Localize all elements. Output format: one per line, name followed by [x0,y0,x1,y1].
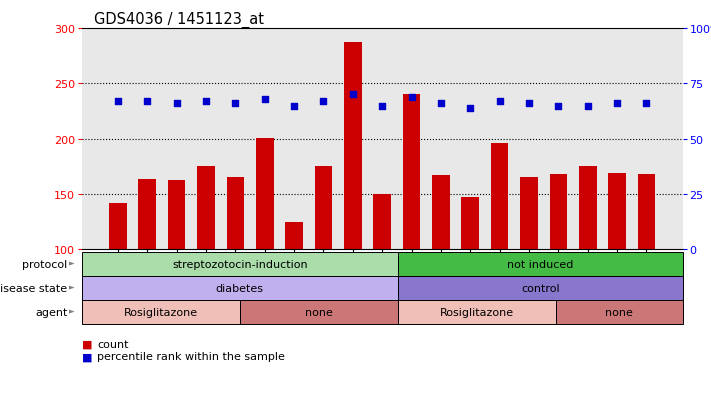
Text: none: none [605,307,634,317]
Point [377,103,388,109]
Text: protocol: protocol [22,259,68,269]
Point [611,101,623,107]
Text: diabetes: diabetes [216,283,264,293]
Bar [461,198,479,250]
Point [230,101,241,107]
Point [259,96,270,103]
Point [464,105,476,112]
Point [494,99,506,105]
Bar [520,178,538,250]
Point [641,101,652,107]
Bar [432,176,449,250]
Point [171,101,182,107]
Bar [227,178,244,250]
Text: control: control [521,283,560,293]
Point [435,101,447,107]
Point [112,99,124,105]
Bar [579,167,597,250]
Bar [609,173,626,250]
Point [141,99,153,105]
Bar [373,195,391,250]
Bar [402,95,420,250]
Text: ■: ■ [82,339,92,349]
Point [523,101,535,107]
Text: GDS4036 / 1451123_at: GDS4036 / 1451123_at [94,12,264,28]
Point [289,103,300,109]
Text: ■: ■ [82,351,92,361]
Bar [139,179,156,250]
Point [582,103,594,109]
Point [347,92,358,98]
Text: Rosiglitazone: Rosiglitazone [124,307,198,317]
Bar [285,222,303,250]
Text: not induced: not induced [507,259,574,269]
Point [406,94,417,101]
Bar [315,167,332,250]
Bar [197,167,215,250]
Point [552,103,564,109]
Bar [109,204,127,250]
Text: none: none [305,307,333,317]
Bar [638,175,656,250]
Text: Rosiglitazone: Rosiglitazone [440,307,514,317]
Bar [168,180,186,250]
Bar [344,43,362,250]
Text: disease state: disease state [0,283,68,293]
Bar [256,138,274,250]
Point [201,99,212,105]
Text: streptozotocin-induction: streptozotocin-induction [172,259,308,269]
Bar [491,144,508,250]
Bar [550,175,567,250]
Text: percentile rank within the sample: percentile rank within the sample [97,351,285,361]
Text: count: count [97,339,129,349]
Text: agent: agent [35,307,68,317]
Point [318,99,329,105]
